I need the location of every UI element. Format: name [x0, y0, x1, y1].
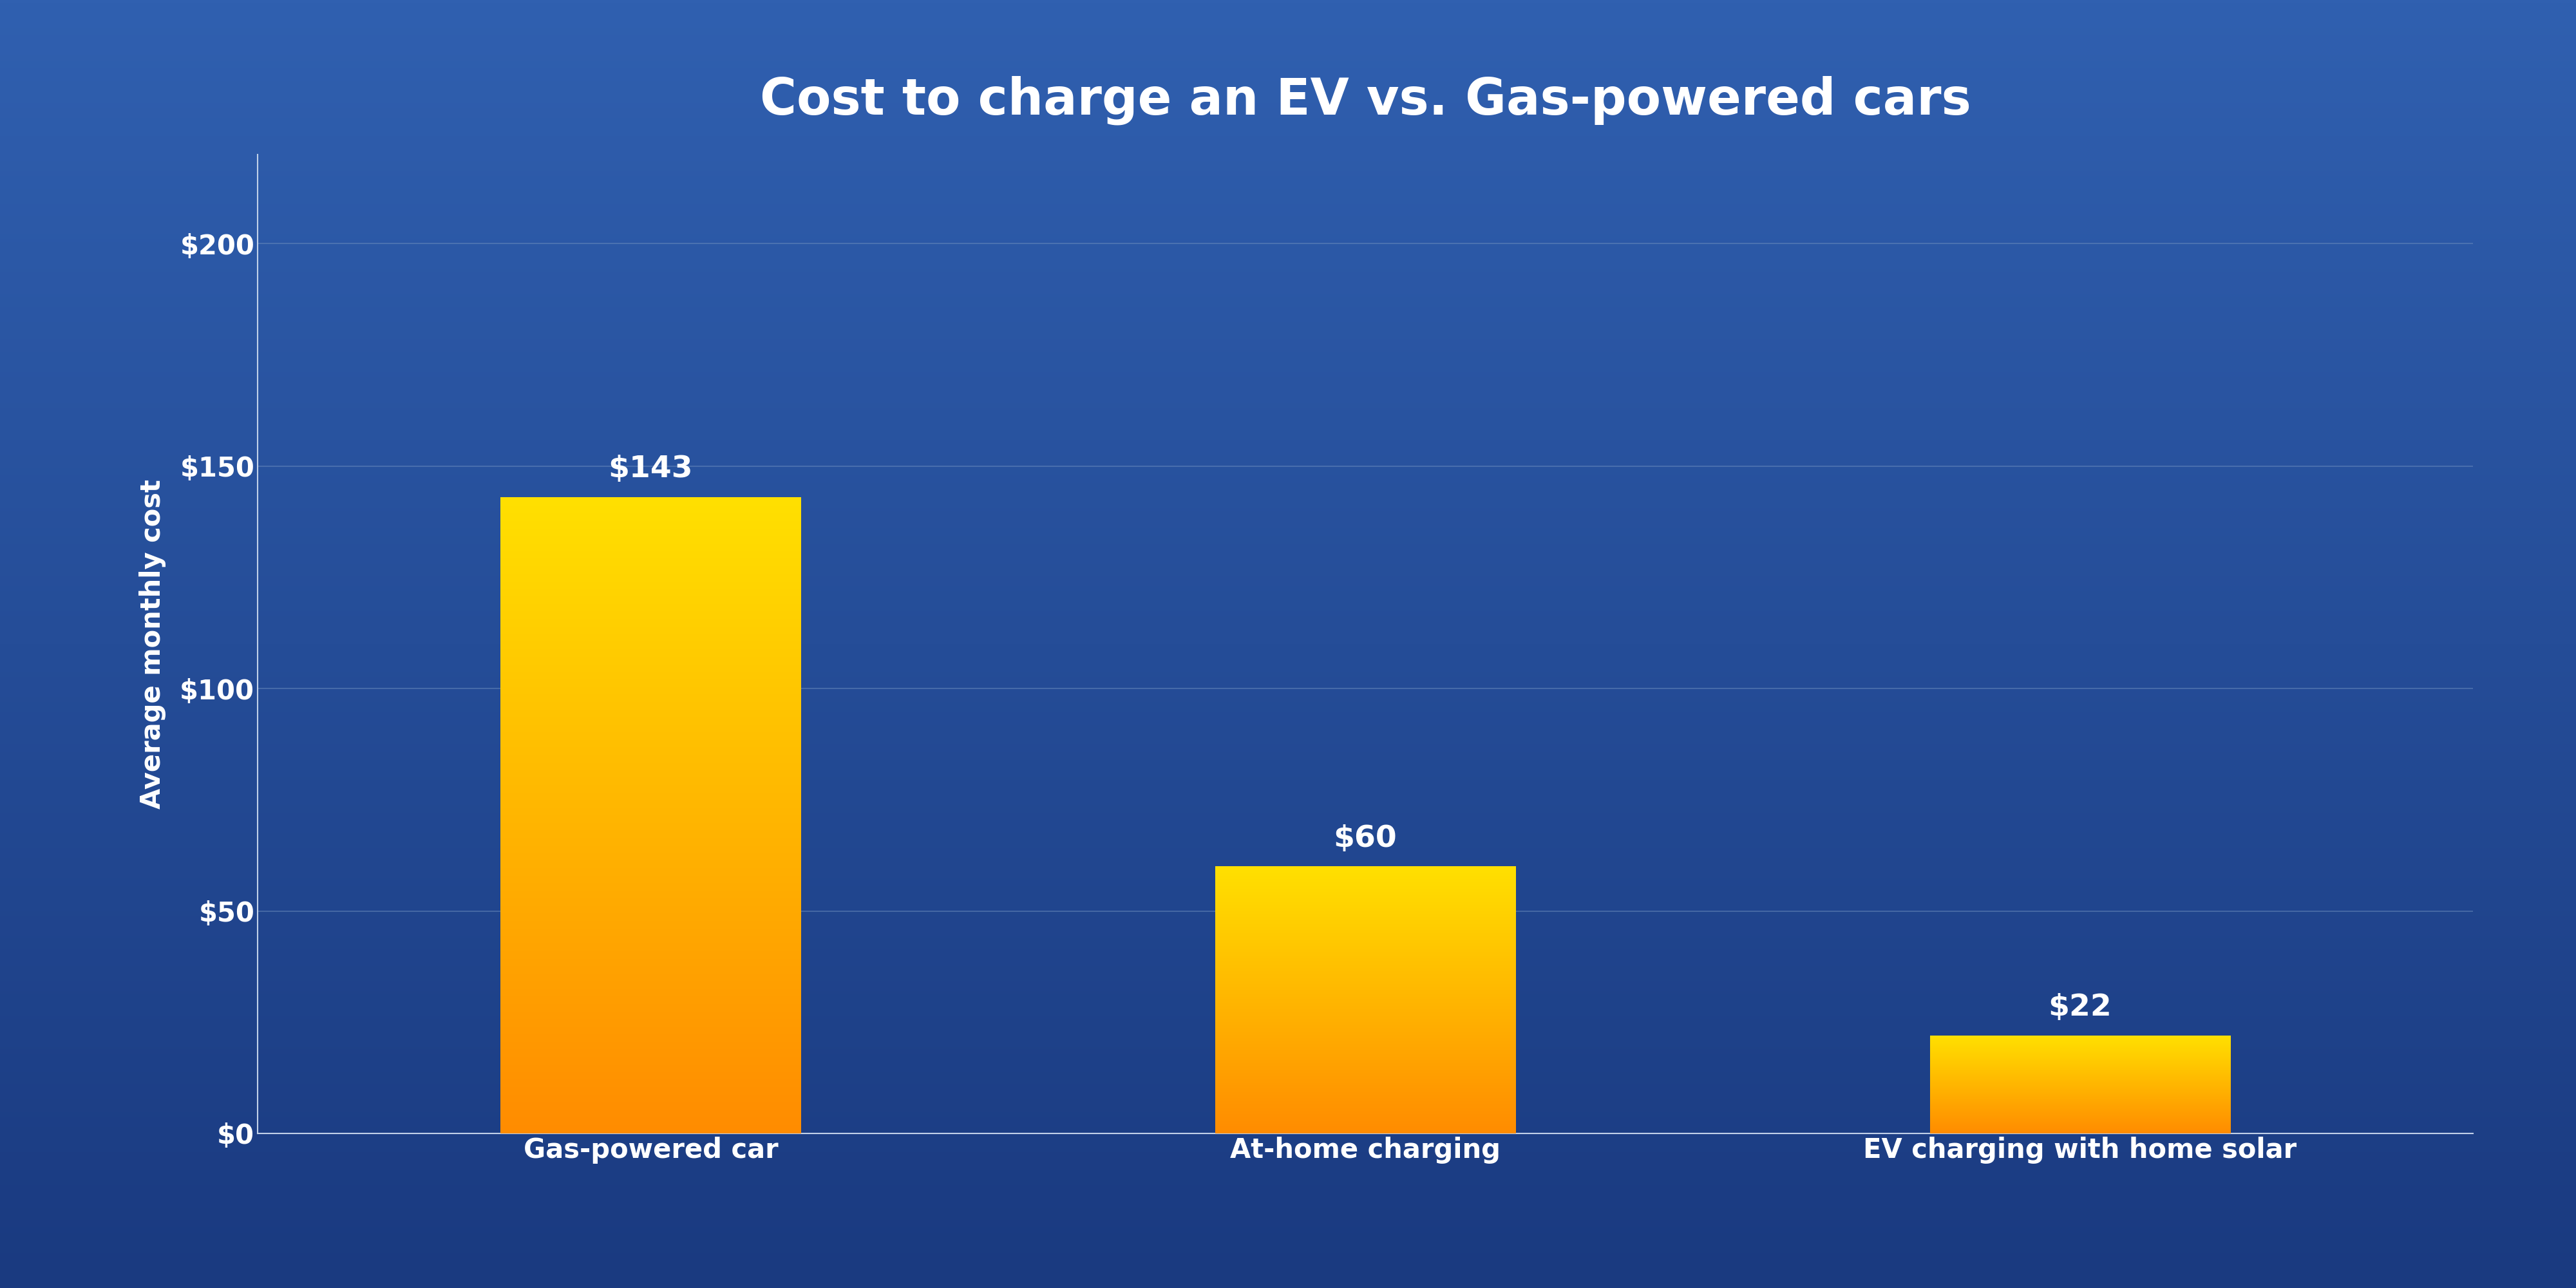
- Title: Cost to charge an EV vs. Gas-powered cars: Cost to charge an EV vs. Gas-powered car…: [760, 76, 1971, 125]
- Y-axis label: Average monthly cost: Average monthly cost: [139, 479, 167, 809]
- Text: $22: $22: [2048, 993, 2112, 1023]
- Text: $143: $143: [608, 455, 693, 484]
- Text: $60: $60: [1334, 824, 1396, 853]
